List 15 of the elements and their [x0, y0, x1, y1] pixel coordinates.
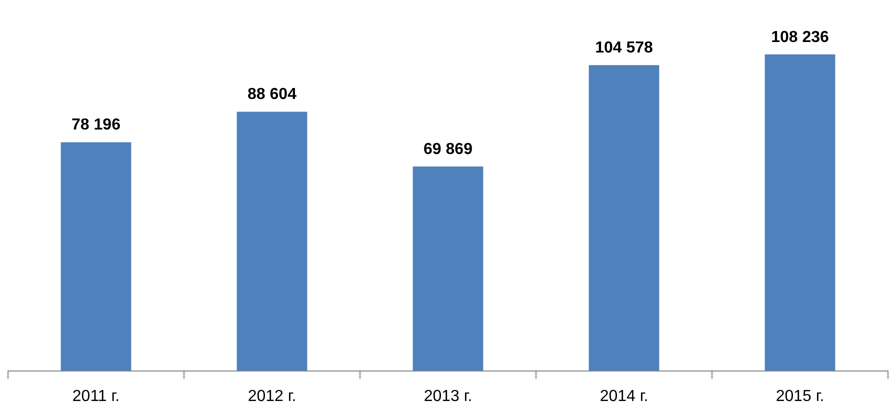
x-tick-label: 2013 г. — [424, 388, 472, 405]
x-tick-label: 2015 г. — [776, 388, 824, 405]
bar — [60, 142, 132, 371]
data-label: 88 604 — [248, 86, 297, 104]
x-tick-label: 2011 г. — [72, 388, 120, 405]
data-label: 78 196 — [72, 116, 121, 134]
data-label: 104 578 — [595, 39, 654, 56]
bar — [236, 112, 308, 371]
data-label: 108 236 — [771, 28, 830, 46]
x-tick-label: 2014 г. — [600, 388, 648, 405]
bar — [764, 54, 836, 371]
bar — [588, 65, 660, 371]
bar — [412, 166, 484, 371]
data-label: 69 869 — [424, 140, 473, 158]
x-tick-label: 2012 г. — [248, 388, 296, 405]
